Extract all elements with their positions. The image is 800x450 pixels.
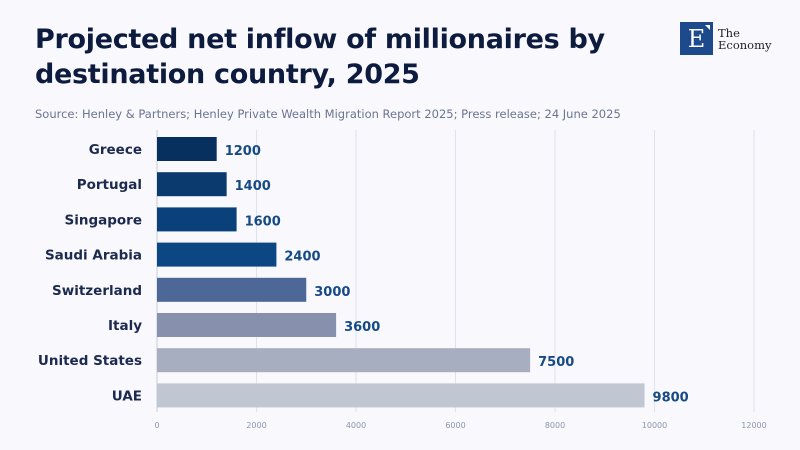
x-tick-label: 0 <box>154 421 159 430</box>
logo-e-icon: E <box>680 22 713 55</box>
category-label: Greece <box>89 142 142 158</box>
x-tick-label: 8000 <box>545 421 565 430</box>
category-label: Switzerland <box>52 283 142 299</box>
x-tick-label: 10000 <box>642 421 667 430</box>
data-label: 2400 <box>284 250 320 265</box>
data-label: 1600 <box>245 214 281 229</box>
logo-line-1: The <box>718 25 740 40</box>
category-label: Portugal <box>77 177 142 193</box>
data-label: 9800 <box>653 390 689 405</box>
x-tick-label: 2000 <box>246 421 266 430</box>
the-economy-logo: E The Economy <box>680 22 772 55</box>
bar <box>157 242 277 267</box>
bar <box>157 313 337 337</box>
logo-line-2: Economy <box>718 37 772 52</box>
bar <box>157 277 307 302</box>
data-label: 3000 <box>314 285 350 300</box>
data-label: 3600 <box>344 320 380 335</box>
bar <box>157 383 645 408</box>
category-label: Italy <box>108 318 142 334</box>
chart-title: Projected net inflow of millionaires by … <box>35 24 605 90</box>
bar <box>157 207 237 232</box>
bar <box>157 172 227 197</box>
data-label: 7500 <box>538 355 574 370</box>
category-label: Saudi Arabia <box>45 248 142 264</box>
category-label: Singapore <box>65 212 143 228</box>
x-tick-label: 6000 <box>445 421 465 430</box>
x-tick-label: 12000 <box>741 421 766 430</box>
bar <box>157 348 531 373</box>
source-note: Source: Henley & Partners; Henley Privat… <box>35 107 621 121</box>
x-tick-label: 4000 <box>346 421 366 430</box>
category-label: UAE <box>112 388 142 404</box>
bar <box>157 137 217 161</box>
data-label: 1400 <box>235 179 271 194</box>
logo-text: The Economy <box>718 27 772 51</box>
data-label: 1200 <box>225 144 261 159</box>
category-label: United States <box>38 353 142 369</box>
